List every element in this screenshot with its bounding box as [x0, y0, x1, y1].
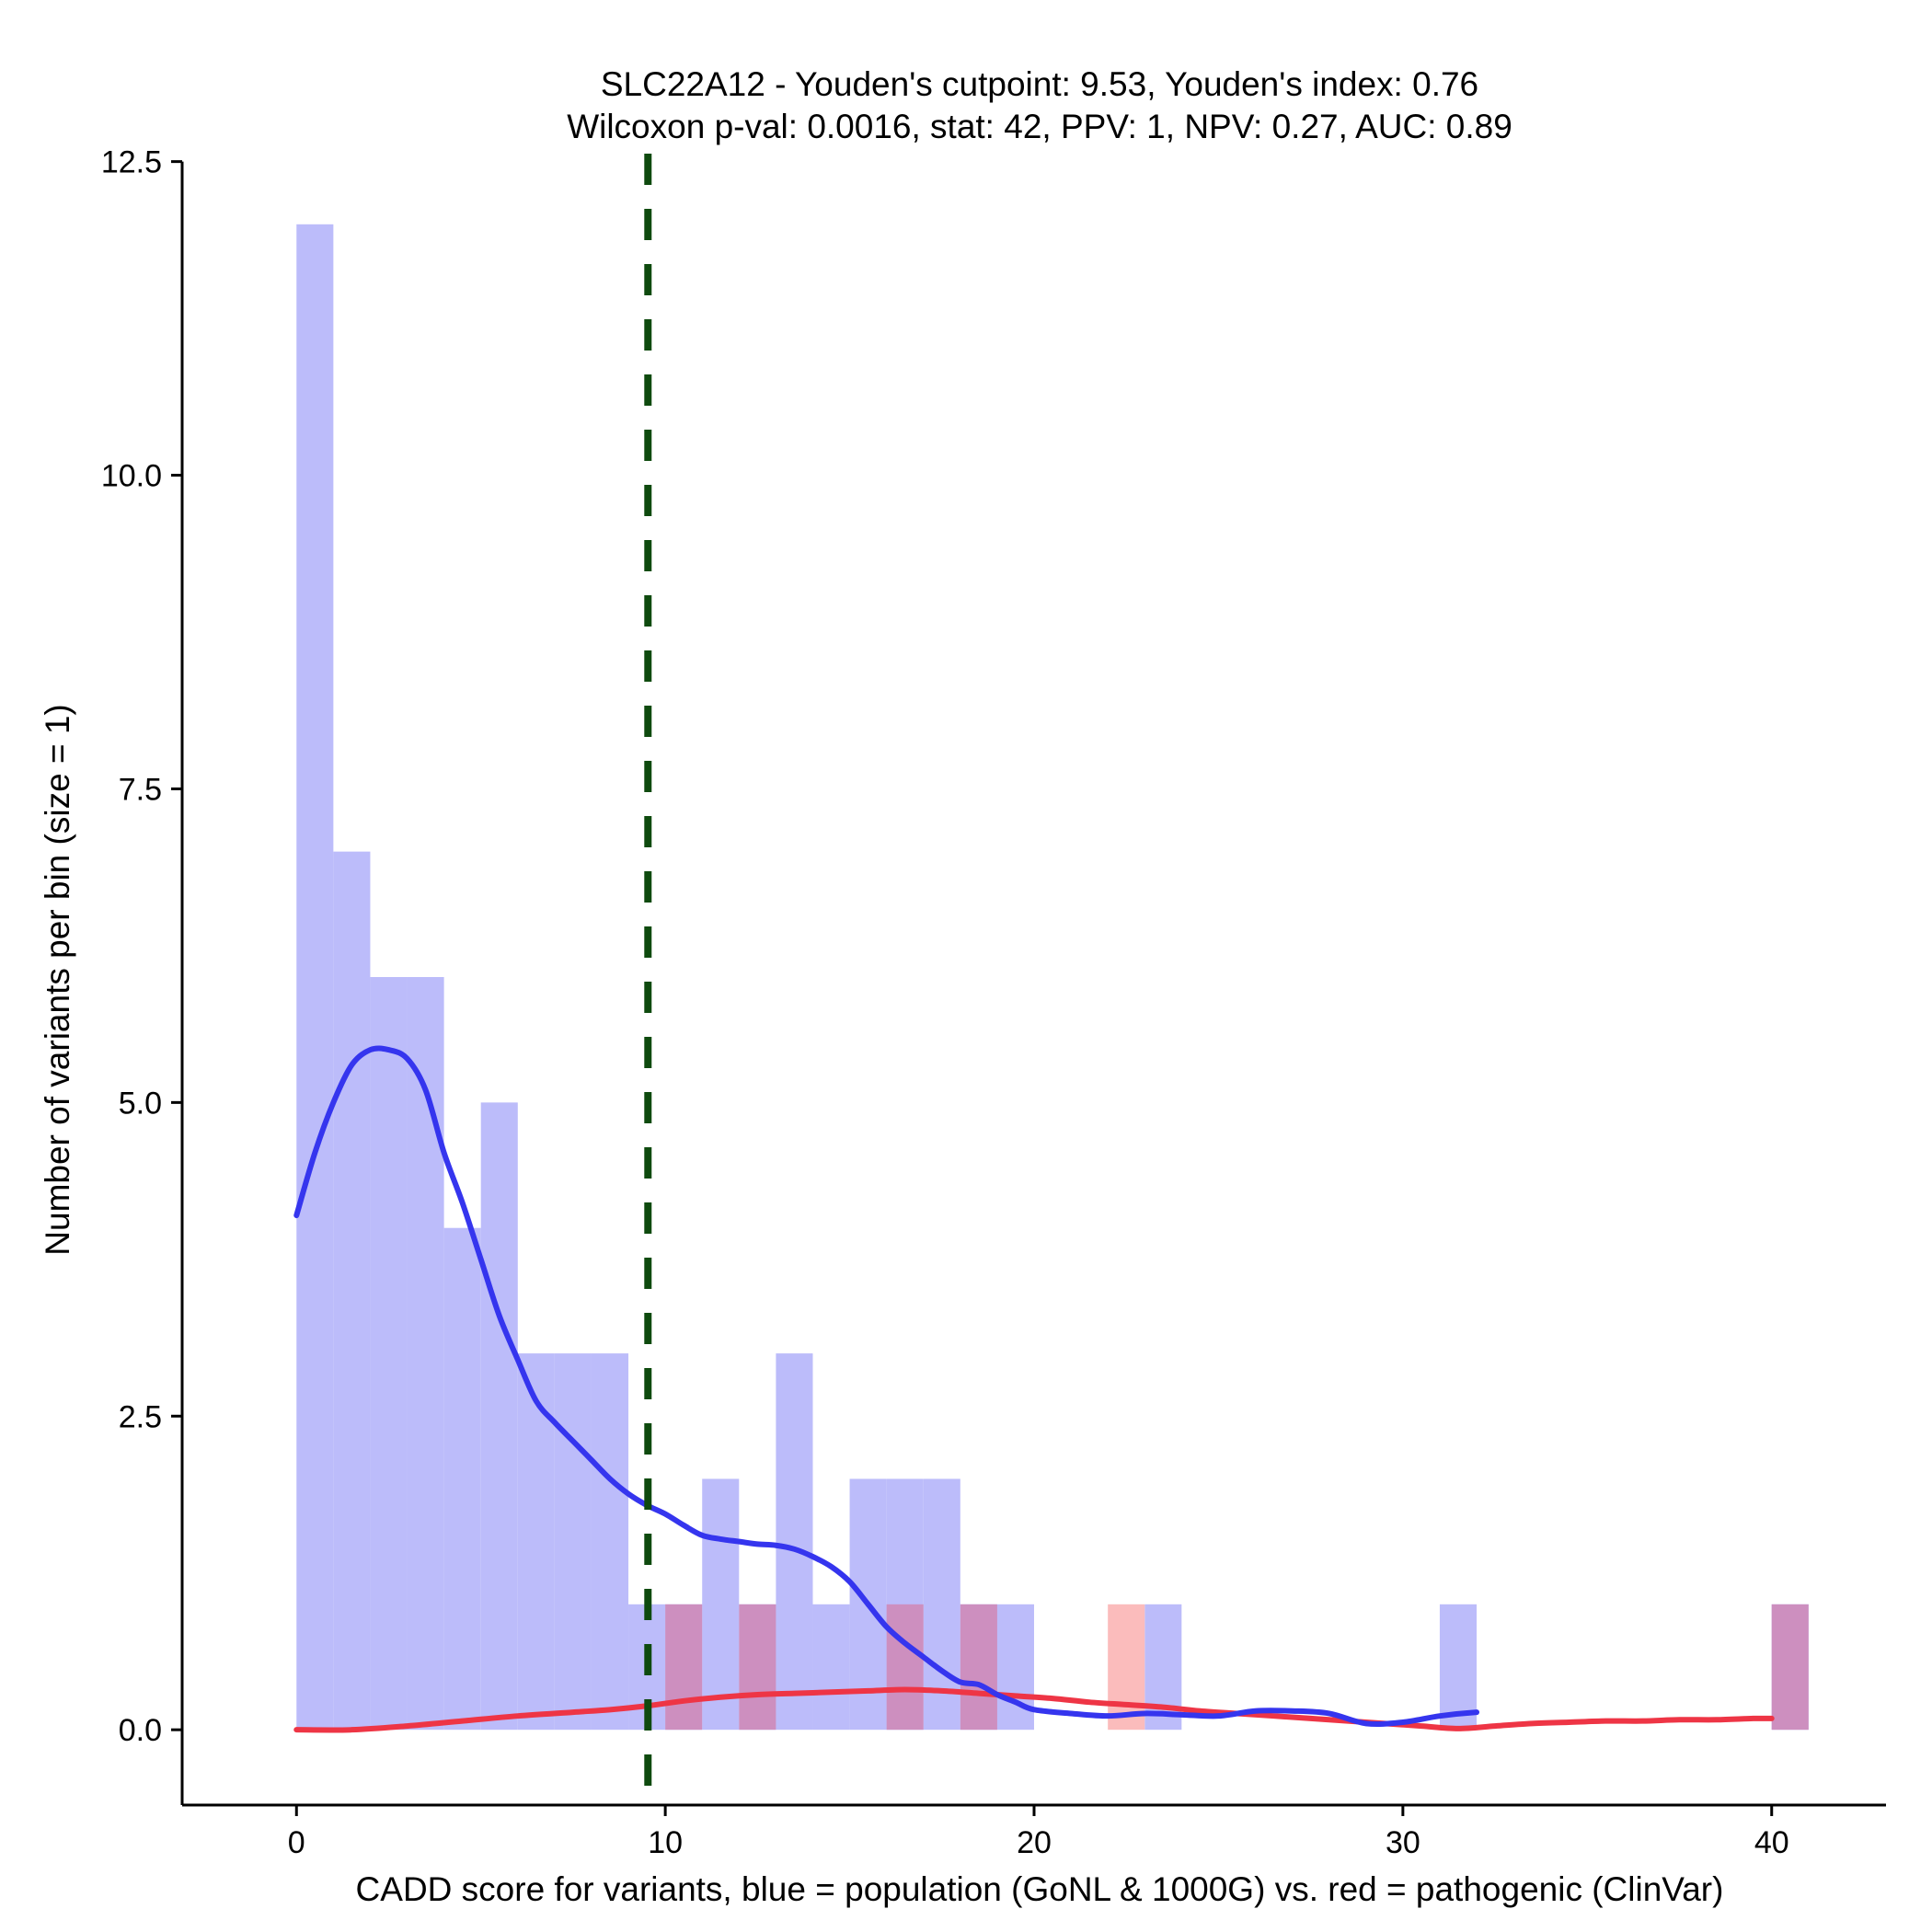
chart-title-line-2: Wilcoxon p-val: 0.0016, stat: 42, PPV: 1…: [567, 108, 1512, 145]
y-tick-label: 7.5: [119, 772, 162, 807]
x-tick-label: 20: [1017, 1825, 1052, 1860]
population-bar-31: [1439, 1604, 1478, 1731]
pathogenic-bar-16: [886, 1604, 924, 1731]
pathogenic-bar-22: [1108, 1604, 1145, 1731]
population-bar-13: [776, 1353, 813, 1731]
x-tick-label: 0: [288, 1825, 305, 1860]
x-axis-label: CADD score for variants, blue = populati…: [356, 1870, 1724, 1908]
x-tick-label: 10: [648, 1825, 683, 1860]
population-density-line: [293, 1045, 1480, 1728]
y-tick-label: 5.0: [119, 1086, 162, 1121]
population-bar-2: [370, 977, 408, 1731]
y-tick-label: 10.0: [101, 459, 162, 494]
population-bars: [296, 224, 1809, 1731]
population-bar-6: [517, 1353, 555, 1731]
y-axis-label: Number of variants per bin (size = 1): [39, 704, 76, 1255]
pathogenic-density-line: [293, 1686, 1775, 1733]
y-axis-ticks: 0.0 2.5 5.0 7.5 10.0 12.5: [101, 145, 182, 1748]
population-bar-7: [554, 1353, 592, 1731]
x-tick-label: 30: [1386, 1825, 1420, 1860]
y-tick-label: 0.0: [119, 1713, 162, 1748]
pathogenic-bar-18: [960, 1604, 997, 1731]
y-tick-label: 2.5: [119, 1399, 162, 1434]
x-axis-ticks: 0 10 20 30 40: [288, 1805, 1789, 1860]
pathogenic-bar-10: [665, 1604, 703, 1731]
x-tick-label: 40: [1754, 1825, 1789, 1860]
y-tick-label: 12.5: [101, 145, 162, 180]
pathogenic-bars: [665, 1604, 1809, 1731]
chart-title-line-1: SLC22A12 - Youden's cutpoint: 9.53, Youd…: [601, 65, 1478, 103]
population-bar-8: [591, 1353, 629, 1731]
population-bar-11: [702, 1478, 740, 1731]
population-bar-3: [407, 977, 444, 1731]
pathogenic-bar-40: [1771, 1604, 1809, 1731]
population-bar-14: [812, 1604, 850, 1731]
population-bar-5: [480, 1102, 518, 1731]
population-bar-4: [443, 1227, 481, 1731]
pathogenic-bar-12: [739, 1604, 776, 1731]
population-bar-1: [333, 851, 371, 1731]
population-bar-0: [296, 224, 334, 1731]
